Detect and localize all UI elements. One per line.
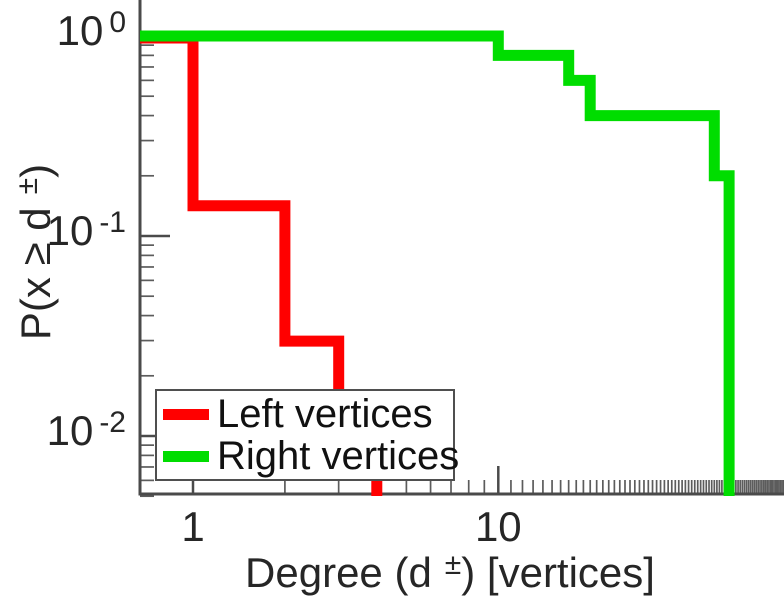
series-line-right-vertices <box>140 30 735 496</box>
legend-label-left-vertices: Left vertices <box>217 392 433 436</box>
legend-item-left-vertices: Left vertices <box>157 392 453 436</box>
y-tick-label-10e-1: 10 -1 <box>46 206 126 254</box>
y-tick-label-10e0: 10 0 <box>56 6 126 54</box>
x-tick-label-10: 10 <box>474 503 522 550</box>
x-tick-label-1: 1 <box>181 503 205 550</box>
x-axis-title-superscript: ± <box>444 548 462 581</box>
legend-swatch-left-vertices <box>163 408 209 420</box>
legend-swatch-right-vertices <box>163 450 209 462</box>
x-axis-title: Degree (d ±) [vertices] <box>245 548 655 596</box>
y-axis-title-superscript: ± <box>11 177 44 195</box>
legend-label-right-vertices: Right vertices <box>217 434 460 478</box>
y-tick-label-10e-2: 10 -2 <box>46 406 126 454</box>
legend: Left vertices Right vertices <box>155 389 459 481</box>
legend-item-right-vertices: Right vertices <box>157 436 459 476</box>
